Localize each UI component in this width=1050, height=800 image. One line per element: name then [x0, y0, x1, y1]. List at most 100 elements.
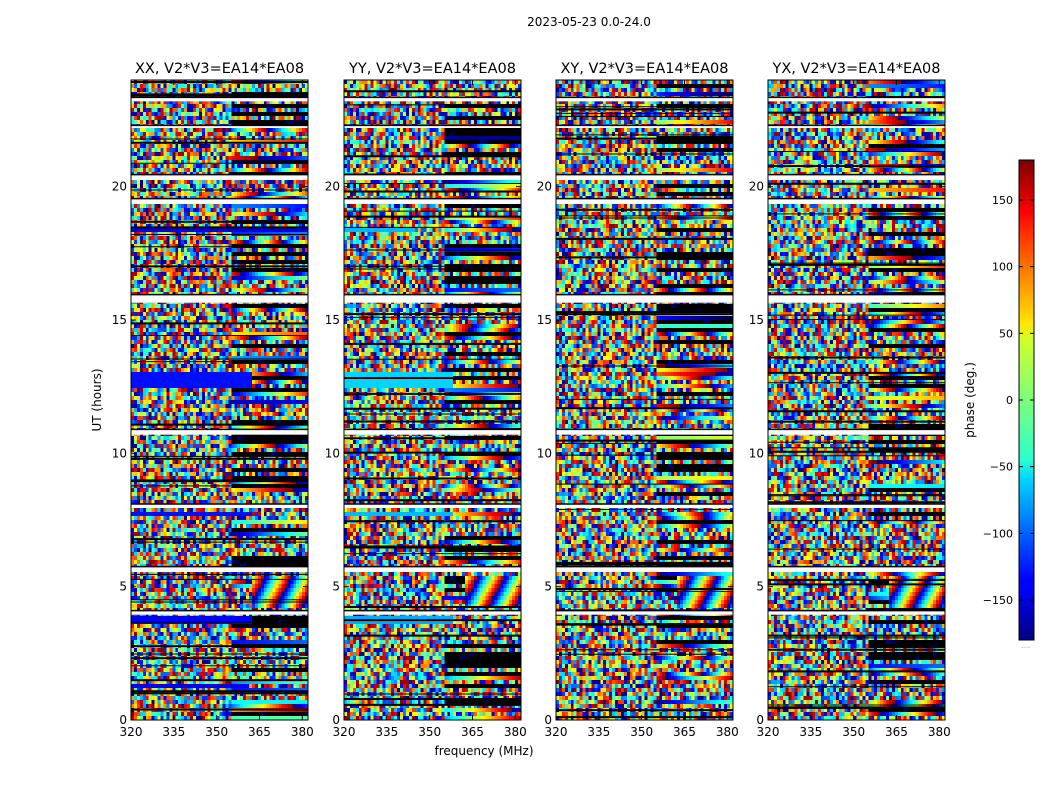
y-tick-label: 20 — [325, 180, 340, 194]
flagged-interval — [344, 97, 521, 102]
flagged-interval — [344, 125, 521, 128]
x-tick-label: 365 — [461, 725, 484, 739]
colorbar: 150 100 50 0 −50 −100 −150 phase (deg.) ..... — [963, 159, 1035, 650]
flagged-interval — [556, 198, 733, 204]
panel-yx: YX, V2*V3=EA14*EA08 320 335 350 365 380 0 5 10 15… — [749, 61, 951, 739]
y-tick-label: 5 — [544, 580, 552, 594]
x-tick-label: 380 — [928, 725, 951, 739]
colorbar-label: phase (deg.) — [963, 362, 977, 438]
y-tick-label: 0 — [544, 713, 552, 727]
colorbar-tick-label: −150 — [983, 594, 1013, 607]
panel-xy: XY, V2*V3=EA14*EA08 320 335 350 365 380 0 5 10 15… — [537, 61, 739, 739]
flagged-interval — [556, 294, 733, 303]
y-tick-label: 10 — [537, 446, 552, 460]
flagged-interval — [556, 97, 733, 102]
panel-title: YY, V2*V3=EA14*EA08 — [348, 61, 516, 77]
flagged-interval — [768, 504, 945, 508]
x-tick-label: 380 — [716, 725, 739, 739]
flagged-interval — [131, 566, 308, 572]
flagged-interval — [556, 610, 733, 615]
flagged-interval — [768, 429, 945, 435]
y-tick-label: 0 — [756, 713, 764, 727]
flagged-interval — [131, 198, 308, 204]
x-tick-label: 365 — [673, 725, 696, 739]
x-axis-label: frequency (MHz) — [434, 744, 533, 758]
flagged-interval — [556, 504, 733, 508]
flagged-interval — [556, 429, 733, 435]
y-tick-label: 15 — [537, 313, 552, 327]
y-tick-label: 5 — [119, 580, 127, 594]
x-tick-label: 320 — [333, 725, 356, 739]
x-tick-label: 335 — [162, 725, 185, 739]
panels-group: XX, V2*V3=EA14*EA08 320 335 350 365 380 0 5 10 15… — [112, 61, 951, 739]
y-tick-label: 20 — [112, 180, 127, 194]
panel-frame — [767, 79, 946, 721]
flagged-interval — [131, 294, 308, 303]
y-tick-label: 20 — [537, 180, 552, 194]
flagged-interval — [344, 566, 521, 572]
x-tick-label: 320 — [120, 725, 143, 739]
y-tick-label: 0 — [119, 713, 127, 727]
x-tick-label: 350 — [418, 725, 441, 739]
colorbar-tick-label: 150 — [992, 194, 1013, 207]
y-tick-label: 10 — [749, 446, 764, 460]
panel-frame — [555, 79, 734, 721]
panel-frame — [343, 79, 522, 721]
y-tick-label: 5 — [332, 580, 340, 594]
x-tick-label: 380 — [504, 725, 527, 739]
x-tick-label: 335 — [375, 725, 398, 739]
flagged-interval — [131, 125, 308, 128]
colorbar-tick-label: −50 — [990, 461, 1013, 474]
x-tick-label: 365 — [885, 725, 908, 739]
flagged-interval — [556, 174, 733, 180]
flagged-interval — [768, 294, 945, 303]
panel-title: XX, V2*V3=EA14*EA08 — [135, 61, 304, 77]
figure-title: 2023-05-23 0.0-24.0 — [527, 15, 651, 29]
panel-title: YX, V2*V3=EA14*EA08 — [771, 61, 940, 77]
flagged-interval — [768, 610, 945, 615]
flagged-interval — [131, 174, 308, 180]
panel-title: XY, V2*V3=EA14*EA08 — [560, 61, 728, 77]
x-tick-label: 350 — [205, 725, 228, 739]
flagged-interval — [344, 174, 521, 180]
y-axis-label: UT (hours) — [90, 368, 104, 431]
panel-xx: XX, V2*V3=EA14*EA08 320 335 350 365 380 0 5 10 15… — [112, 61, 314, 739]
flagged-interval — [556, 566, 733, 572]
colorbar-ticks: 150 100 50 0 −50 −100 −150 — [983, 194, 1034, 607]
x-tick-label: 350 — [842, 725, 865, 739]
flagged-interval — [556, 125, 733, 128]
flagged-interval — [131, 97, 308, 102]
y-tick-label: 0 — [332, 713, 340, 727]
colorbar-tick-label: 0 — [1006, 394, 1013, 407]
colorbar-footnote: ..... — [1021, 643, 1031, 650]
flagged-interval — [344, 504, 521, 508]
flagged-interval — [344, 198, 521, 204]
colorbar-tick-label: −100 — [983, 527, 1013, 540]
x-tick-label: 365 — [248, 725, 271, 739]
y-tick-label: 15 — [325, 313, 340, 327]
y-tick-label: 10 — [112, 446, 127, 460]
y-tick-label: 10 — [325, 446, 340, 460]
flagged-interval — [768, 566, 945, 572]
flagged-interval — [344, 429, 521, 435]
flagged-interval — [131, 504, 308, 508]
panel-frame — [130, 79, 309, 721]
flagged-interval — [344, 610, 521, 615]
flagged-interval — [768, 174, 945, 180]
flagged-interval — [768, 198, 945, 204]
flagged-interval — [768, 125, 945, 128]
x-tick-label: 380 — [291, 725, 314, 739]
x-tick-label: 350 — [630, 725, 653, 739]
flagged-interval — [768, 97, 945, 102]
x-tick-label: 320 — [757, 725, 780, 739]
flagged-interval — [131, 610, 308, 615]
flagged-interval — [344, 294, 521, 303]
y-tick-label: 5 — [756, 580, 764, 594]
y-tick-label: 15 — [112, 313, 127, 327]
y-tick-label: 15 — [749, 313, 764, 327]
y-tick-label: 20 — [749, 180, 764, 194]
x-tick-label: 335 — [799, 725, 822, 739]
x-tick-label: 320 — [545, 725, 568, 739]
flagged-interval — [131, 429, 308, 435]
